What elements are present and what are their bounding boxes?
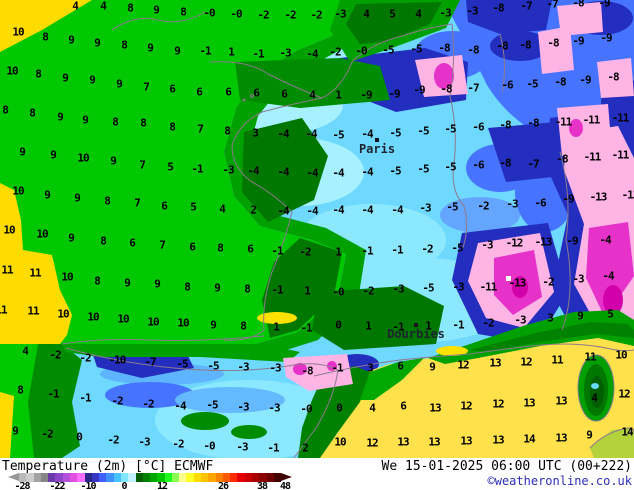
scale-tick-label: 0	[121, 481, 127, 490]
corsica-island	[578, 355, 614, 421]
scale-color-segment	[273, 473, 282, 482]
copyright-link[interactable]: ©weatheronline.co.uk	[487, 474, 633, 488]
scale-color-segment	[40, 473, 49, 482]
scale-color-segment	[157, 473, 165, 482]
scale-color-segment	[62, 473, 70, 482]
mediterranean-coast-green	[428, 310, 634, 364]
map-canvas	[0, 0, 634, 458]
scale-color-segment	[171, 473, 180, 482]
scale-arrow-left-icon	[8, 473, 19, 481]
map-graphic	[0, 0, 634, 458]
scale-tick-label: 48	[279, 481, 291, 490]
scale-color-segment	[99, 473, 107, 482]
scale-tick-label: 26	[217, 481, 229, 490]
scale-color-segment	[48, 473, 56, 482]
green-mild-regions	[0, 0, 460, 352]
scale-tick-label: -22	[49, 481, 65, 490]
scale-color-segment	[266, 473, 274, 482]
scale-color-segment	[135, 473, 143, 482]
scale-tick-label: 38	[256, 481, 268, 490]
legend-product-label: Temperature (2m) [°C] ECMWF	[2, 459, 214, 474]
pink-extremecold-regions	[415, 2, 634, 330]
scale-color-segment	[150, 473, 158, 482]
scale-color-segment	[215, 473, 223, 482]
scale-color-segment	[244, 473, 252, 482]
color-scale-bar	[19, 473, 282, 482]
scale-color-segment	[77, 473, 85, 482]
scale-tick-label: -28	[14, 481, 30, 490]
scale-color-segment	[164, 473, 172, 482]
color-scale	[8, 473, 292, 482]
scale-color-segment	[84, 473, 92, 482]
sardinia-island	[590, 428, 634, 458]
scale-color-segment	[113, 473, 121, 482]
scale-color-segment	[252, 473, 260, 482]
scale-color-segment	[19, 473, 27, 482]
scale-arrow-right-icon	[281, 473, 292, 481]
legend-bar: Temperature (2m) [°C] ECMWF We 15-01-202…	[0, 458, 634, 490]
scale-color-segment	[128, 473, 136, 482]
scale-tick-label: 12	[156, 481, 168, 490]
coastline-borders	[61, 11, 634, 458]
scale-color-segment	[69, 473, 78, 482]
scale-color-segment	[179, 473, 187, 482]
scale-color-segment	[142, 473, 151, 482]
legend-valid-time: We 15-01-2025 06:00 UTC (00+222)	[381, 459, 632, 474]
scale-tick-label: -10	[80, 481, 96, 490]
scale-color-segment	[201, 473, 209, 482]
scale-color-segment	[106, 473, 114, 482]
scale-color-segment	[26, 473, 34, 482]
scale-color-segment	[237, 473, 245, 482]
scale-color-segment	[186, 473, 194, 482]
scale-color-segment	[33, 473, 41, 482]
scale-color-segment	[222, 473, 231, 482]
scale-color-segment	[193, 473, 202, 482]
scale-color-segment	[230, 473, 238, 482]
scale-color-segment	[120, 473, 129, 482]
scale-color-segment	[208, 473, 216, 482]
scale-color-segment	[91, 473, 100, 482]
scale-color-segment	[259, 473, 267, 482]
scale-color-segment	[55, 473, 63, 482]
